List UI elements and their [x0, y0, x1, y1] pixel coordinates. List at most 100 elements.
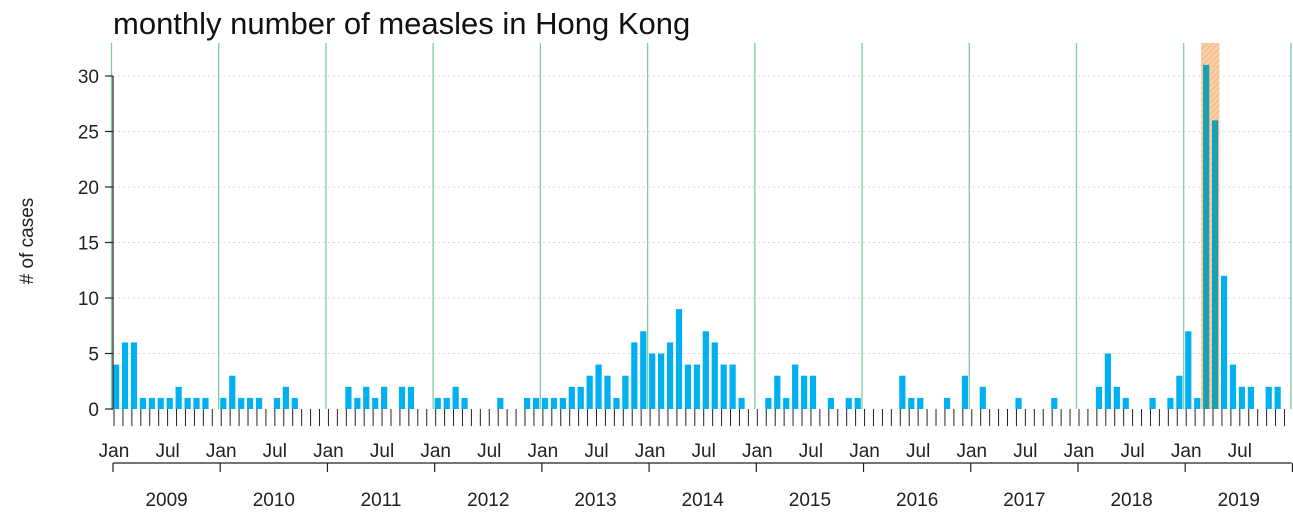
bar — [568, 386, 575, 409]
bar — [452, 386, 459, 409]
year-label: 2010 — [253, 490, 295, 511]
year-label: 2016 — [896, 490, 938, 511]
bar — [1167, 397, 1174, 409]
bar — [1095, 386, 1103, 409]
bar — [604, 375, 611, 409]
bar — [1113, 386, 1120, 409]
bar — [461, 397, 468, 409]
month-tick-label: Jan — [849, 441, 880, 462]
year-label: 2014 — [682, 490, 725, 511]
bar — [1149, 397, 1156, 409]
bar — [247, 397, 254, 409]
month-tick-label: Jan — [956, 441, 987, 462]
bar — [238, 397, 245, 409]
bar — [166, 397, 173, 409]
bar — [148, 397, 155, 409]
bar — [1176, 375, 1183, 409]
bar — [675, 309, 683, 409]
month-tick-label: Jan — [1064, 441, 1095, 462]
month-tick-label: Jan — [420, 441, 451, 462]
month-tick-label: Jul — [1120, 441, 1144, 462]
month-tick-label: Jan — [1171, 441, 1202, 462]
month-tick-label: Jul — [906, 441, 930, 462]
bar — [291, 397, 298, 409]
month-tick-label: Jul — [584, 441, 608, 462]
bar — [559, 397, 566, 409]
bar — [184, 397, 191, 409]
bar — [917, 397, 924, 409]
bar — [631, 342, 638, 409]
bar — [943, 397, 951, 409]
month-tick-label: Jul — [692, 441, 716, 462]
year-label: 2011 — [361, 490, 402, 511]
bar — [139, 397, 147, 409]
bar — [1274, 386, 1281, 409]
month-tick-label: Jul — [370, 441, 394, 462]
y-tick-label: 0 — [88, 400, 99, 421]
y-tick-label: 25 — [78, 123, 99, 144]
bar — [220, 397, 227, 409]
y-tick-label: 20 — [78, 178, 99, 199]
bar — [577, 386, 584, 409]
bar — [1015, 397, 1022, 409]
month-tick-label: Jul — [263, 441, 287, 462]
bar — [354, 397, 361, 409]
bar — [1122, 397, 1129, 409]
bar — [1203, 64, 1210, 410]
bar — [961, 375, 969, 409]
bar — [345, 386, 352, 409]
bar — [202, 397, 209, 409]
bar — [622, 375, 629, 409]
bar — [175, 386, 182, 409]
bar — [407, 386, 415, 409]
bar — [774, 375, 781, 409]
chart-title: monthly number of measles in Hong Kong — [113, 6, 691, 41]
month-tick-label: Jan — [742, 441, 773, 462]
bar — [1238, 386, 1246, 409]
month-tick-label: Jul — [155, 441, 179, 462]
bar — [255, 397, 263, 409]
bar — [273, 397, 281, 409]
month-tick-label: Jul — [799, 441, 823, 462]
bar — [613, 397, 620, 409]
bar — [765, 397, 772, 409]
bar — [157, 397, 164, 409]
bar — [372, 397, 379, 409]
bar — [845, 397, 852, 409]
month-tick-label: Jan — [528, 441, 559, 462]
bar — [595, 364, 602, 409]
bar — [809, 375, 817, 409]
bar — [1104, 353, 1111, 409]
y-tick-label: 5 — [88, 345, 99, 366]
bar — [908, 397, 915, 409]
bar — [649, 353, 656, 409]
bar — [130, 342, 138, 409]
bar — [363, 386, 370, 409]
year-label: 2013 — [574, 490, 616, 511]
y-tick-label: 15 — [78, 234, 99, 255]
bar — [497, 397, 504, 409]
bar — [899, 375, 906, 409]
bar — [738, 397, 745, 409]
bar — [800, 375, 808, 409]
bar — [113, 364, 120, 409]
month-tick-label: Jul — [477, 441, 501, 462]
bar — [702, 331, 709, 409]
bar — [693, 364, 700, 409]
bar — [532, 397, 540, 409]
year-label: 2009 — [145, 490, 187, 511]
bar — [1212, 120, 1219, 410]
month-tick-label: Jan — [313, 441, 344, 462]
bar — [684, 364, 692, 409]
bar — [121, 342, 129, 409]
month-tick-label: Jul — [1228, 441, 1252, 462]
bar — [979, 386, 986, 409]
month-tick-label: Jul — [1013, 441, 1037, 462]
month-tick-label: Jan — [99, 441, 130, 462]
bar — [711, 342, 718, 409]
bar — [720, 364, 727, 409]
year-label: 2019 — [1218, 490, 1260, 511]
bar — [1194, 397, 1201, 409]
year-label: 2017 — [1003, 490, 1045, 511]
